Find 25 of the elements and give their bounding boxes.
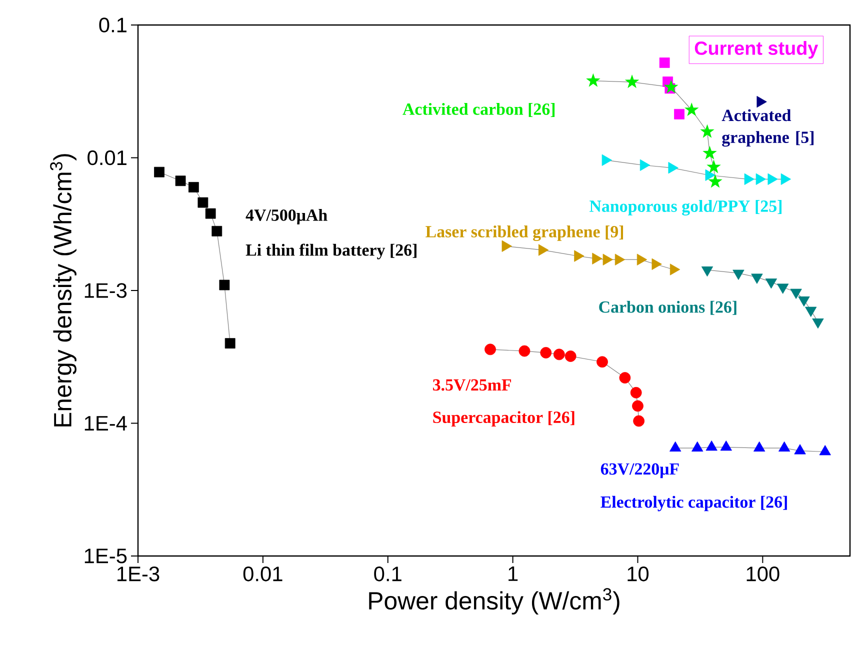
series-label: Activated graphene [5] xyxy=(722,109,814,147)
series-label: Nanoporous gold/PPY [25] xyxy=(590,200,782,216)
x-tick-label: 1 xyxy=(508,566,518,581)
y-tick-label: 1E-5 xyxy=(84,548,127,564)
annotation: 3.5V/25mF xyxy=(432,379,512,391)
series-label: Laser scribled graphene [9] xyxy=(426,226,624,241)
x-tick-label: 10 xyxy=(628,566,649,582)
x-tick-label: 100 xyxy=(746,566,780,582)
y-axis-title: Energy density (Wh/cm$^{3}$) xyxy=(50,154,76,426)
annotation: 4V/500μAh xyxy=(246,208,328,224)
text: Activited carbon [26] xyxy=(402,102,555,117)
x-tick-label: 1E-3 xyxy=(117,566,160,582)
series-label: Current study xyxy=(694,41,818,59)
x-tick-label: 0.1 xyxy=(374,566,402,582)
text: Supercapacitor [26] xyxy=(433,411,574,426)
y-tick-label: 1E-3 xyxy=(84,283,127,298)
annotation: 63V/220μF xyxy=(600,463,679,478)
y-tick-label: 0.01 xyxy=(88,150,126,166)
x-axis-title: Power density (W/cm$^{3}$) xyxy=(369,588,620,615)
y-tick-label: 0.1 xyxy=(99,18,126,32)
series-label: Li thin film battery [26] xyxy=(246,244,416,260)
series-label: Carbon onions [26] xyxy=(599,300,736,315)
x-tick-label: 0.01 xyxy=(243,566,282,582)
text: Electrolytic capacitor [26] xyxy=(600,496,787,512)
y-tick-label: 1E-4 xyxy=(84,416,127,430)
